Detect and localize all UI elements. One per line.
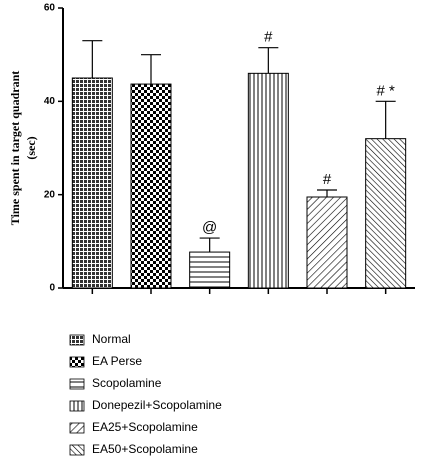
legend-label: EA Perse: [92, 354, 142, 368]
bar: [306, 196, 348, 289]
y-tick-label: 20: [44, 189, 56, 200]
y-tick-label: 40: [44, 96, 56, 107]
y-tick-label: 0: [49, 283, 55, 294]
bar: [71, 77, 113, 289]
y-tick-label: 60: [44, 3, 56, 14]
legend-label: EA25+Scopolamine: [92, 420, 198, 434]
bar: [247, 72, 289, 289]
y-axis-label: Time spent in target quadrant: [8, 71, 22, 225]
annotation: #: [323, 171, 332, 188]
bar: [130, 83, 172, 289]
y-axis-unit: (sec): [24, 136, 38, 159]
legend-swatch: [69, 334, 85, 346]
legend-label: EA50+Scopolamine: [92, 442, 198, 456]
annotation: # *: [376, 82, 395, 99]
legend-label: Normal: [92, 332, 131, 346]
legend-swatch: [69, 356, 85, 368]
legend-swatch: [69, 378, 85, 390]
legend-swatch: [69, 400, 85, 412]
legend-label: Donepezil+Scopolamine: [92, 398, 222, 412]
legend-swatch: [69, 444, 85, 456]
bar: [365, 138, 407, 289]
annotation: #: [264, 29, 273, 46]
legend-label: Scopolamine: [92, 376, 162, 390]
bar: [189, 251, 231, 289]
legend-swatch: [69, 422, 85, 434]
annotation: @: [202, 219, 217, 236]
